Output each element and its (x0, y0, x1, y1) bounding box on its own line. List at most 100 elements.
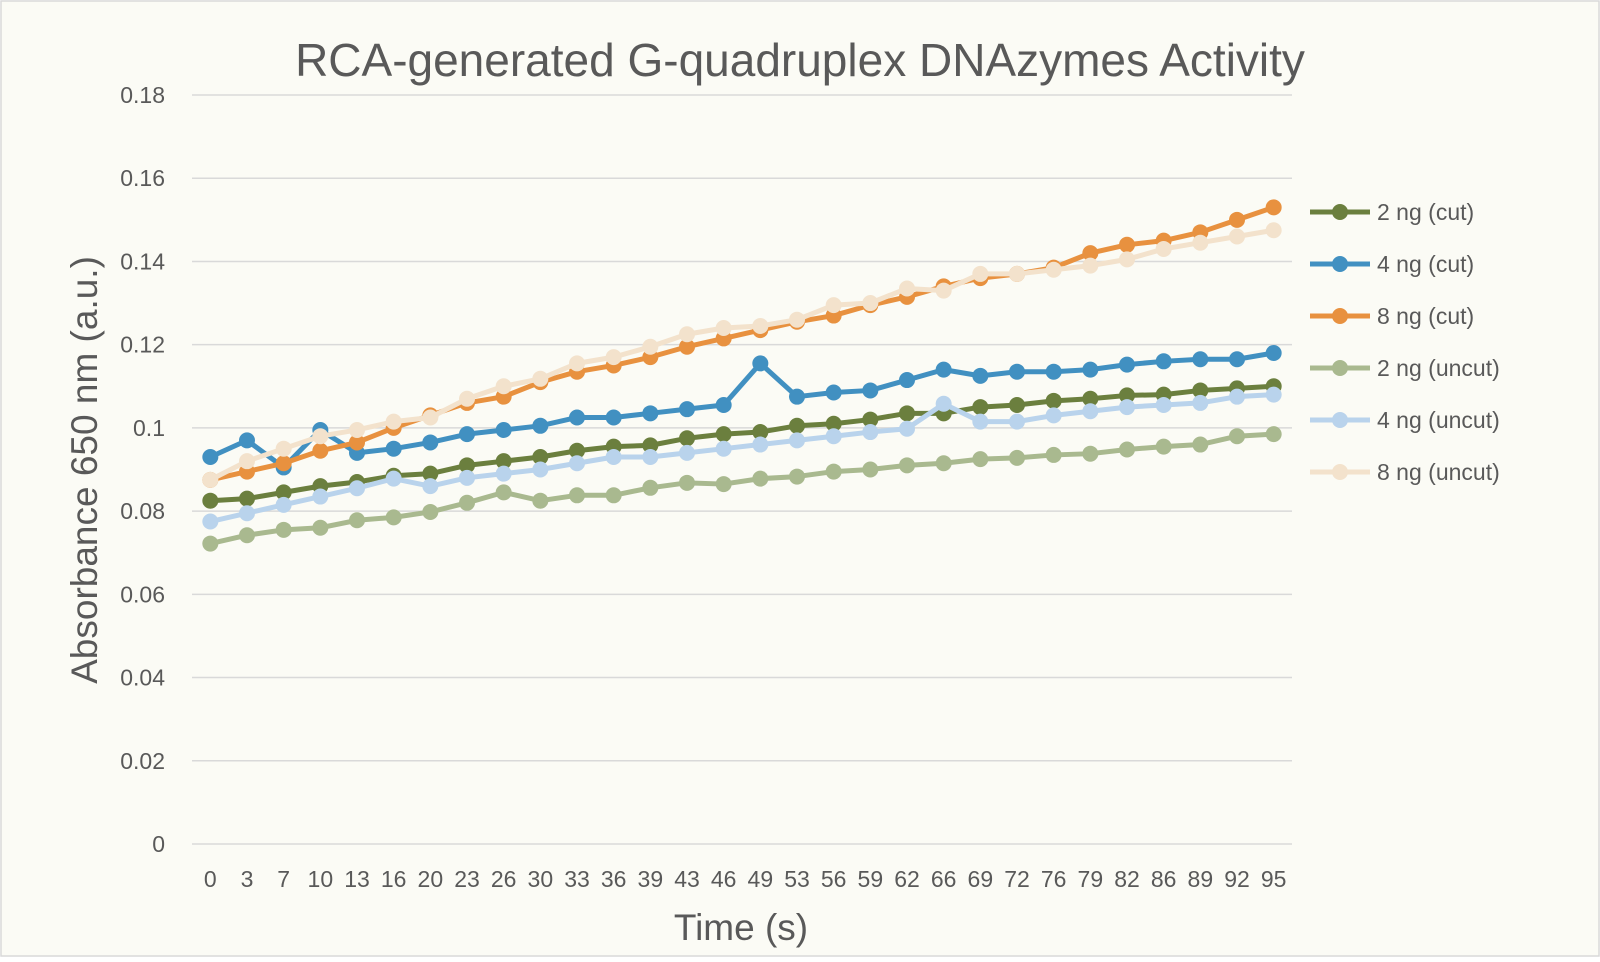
data-point (605, 349, 622, 366)
x-tick-label: 62 (894, 866, 920, 892)
data-point (1119, 236, 1135, 253)
data-point (569, 442, 585, 459)
data-point (202, 449, 219, 466)
data-point (825, 415, 842, 432)
x-tick-label: 76 (1041, 866, 1067, 892)
data-point (605, 487, 622, 504)
data-point (349, 512, 365, 529)
legend-item: 2 ng (uncut) (1310, 355, 1500, 381)
data-point (1009, 449, 1025, 466)
data-point (1155, 397, 1172, 414)
x-tick-label: 0 (204, 866, 217, 892)
legend-swatch-marker (1332, 308, 1348, 324)
data-point (752, 470, 769, 487)
x-tick-label: 59 (858, 866, 884, 892)
y-tick-label: 0.08 (120, 498, 165, 524)
x-tick-label: 86 (1151, 866, 1177, 892)
data-point (1082, 361, 1099, 378)
data-point (312, 428, 329, 445)
x-tick-label: 10 (308, 866, 334, 892)
y-tick-label: 0 (152, 831, 165, 857)
legend-swatch-marker (1332, 464, 1348, 480)
data-point (1155, 240, 1172, 257)
data-point (495, 465, 512, 482)
legend-swatch-marker (1332, 256, 1348, 272)
data-point (1265, 426, 1282, 443)
data-point (605, 449, 622, 466)
y-tick-label: 0.16 (120, 165, 165, 191)
legend-item: 4 ng (uncut) (1310, 407, 1500, 433)
data-point (1045, 392, 1062, 409)
data-point (679, 326, 695, 343)
data-point (532, 417, 549, 434)
series-5 (202, 222, 1282, 488)
data-point (1009, 265, 1025, 282)
data-point (1155, 353, 1172, 370)
data-point (899, 420, 915, 437)
x-tick-label: 92 (1224, 866, 1250, 892)
legend-label: 2 ng (cut) (1377, 199, 1474, 225)
data-point (715, 426, 732, 443)
data-point (239, 453, 255, 470)
data-point (642, 479, 659, 496)
data-point (1119, 399, 1135, 416)
data-point (935, 282, 952, 299)
data-point (422, 478, 439, 495)
y-tick-label: 0.14 (120, 248, 165, 274)
data-point (862, 295, 879, 312)
series-group (202, 199, 1282, 552)
data-point (459, 494, 475, 511)
data-point (1229, 388, 1245, 405)
data-point (1192, 351, 1209, 368)
data-point (1155, 438, 1172, 455)
data-point (715, 476, 732, 493)
data-point (972, 367, 989, 384)
data-point (1265, 199, 1282, 216)
legend-swatch-marker (1332, 360, 1348, 376)
data-point (239, 505, 255, 522)
y-axis-label: Absorbance 650 nm (a.u.) (64, 256, 105, 684)
x-tick-label: 46 (711, 866, 737, 892)
data-point (275, 440, 292, 457)
data-point (1192, 394, 1209, 411)
data-point (495, 453, 512, 470)
data-point (459, 426, 475, 443)
data-point (752, 436, 769, 453)
x-tick-label: 16 (381, 866, 407, 892)
x-tick-label: 82 (1114, 866, 1140, 892)
legend-item: 8 ng (uncut) (1310, 459, 1500, 485)
data-point (239, 490, 255, 507)
legend-label: 4 ng (uncut) (1377, 407, 1500, 433)
data-point (202, 471, 219, 488)
legend-item: 2 ng (cut) (1310, 199, 1474, 225)
data-point (1082, 403, 1099, 420)
x-tick-label: 56 (821, 866, 847, 892)
x-tick-label: 43 (674, 866, 700, 892)
data-point (239, 527, 255, 544)
data-point (862, 424, 879, 441)
data-point (935, 395, 952, 412)
data-point (972, 413, 989, 430)
x-tick-label: 23 (454, 866, 480, 892)
data-point (825, 384, 842, 401)
data-point (789, 432, 805, 449)
y-axis-ticks: 0 0.02 0.04 0.06 0.08 0.1 0.12 0.14 0.16 0.18 (120, 82, 165, 857)
series-4 (202, 386, 1282, 530)
data-point (1229, 211, 1245, 228)
data-point (679, 430, 695, 447)
data-point (825, 297, 842, 314)
data-point (385, 470, 402, 487)
data-point (752, 424, 769, 441)
data-point (569, 487, 585, 504)
data-point (899, 280, 915, 297)
data-point (1045, 446, 1062, 463)
gridlines (192, 94, 1292, 845)
data-point (1119, 441, 1135, 458)
data-point (899, 372, 915, 389)
y-tick-label: 0.18 (120, 82, 165, 108)
data-point (495, 378, 512, 395)
data-point (202, 513, 219, 530)
data-point (459, 457, 475, 474)
data-point (349, 421, 365, 438)
